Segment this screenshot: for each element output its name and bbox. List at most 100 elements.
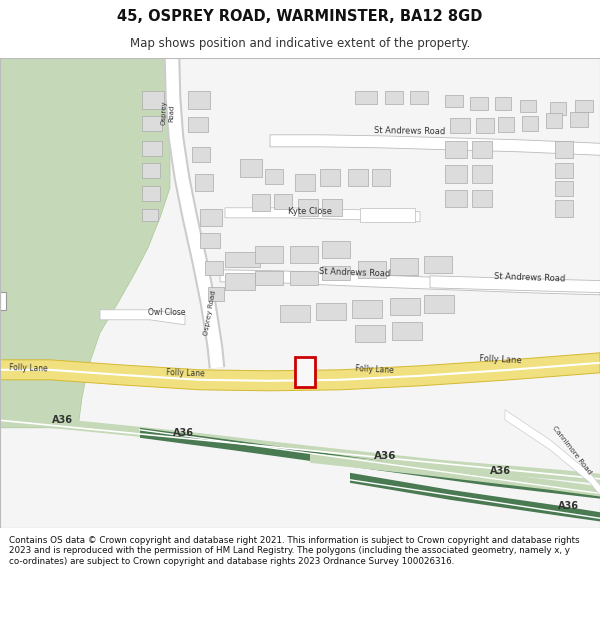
Bar bbox=[355, 325, 385, 342]
Bar bbox=[295, 357, 315, 387]
Bar bbox=[265, 169, 283, 184]
Bar bbox=[495, 98, 511, 110]
Bar bbox=[322, 266, 350, 281]
Bar bbox=[352, 300, 382, 318]
Bar bbox=[575, 100, 593, 112]
Bar bbox=[445, 95, 463, 108]
Polygon shape bbox=[100, 310, 185, 325]
Bar bbox=[252, 194, 270, 211]
Bar bbox=[200, 234, 220, 248]
Text: St Andrews Road: St Andrews Road bbox=[319, 267, 391, 279]
Text: Osprey Road: Osprey Road bbox=[203, 290, 217, 336]
Text: A36: A36 bbox=[173, 428, 193, 438]
Bar bbox=[470, 98, 488, 110]
Bar bbox=[424, 256, 452, 273]
Bar bbox=[445, 141, 467, 158]
Bar bbox=[355, 91, 377, 104]
Text: Cannimore Road: Cannimore Road bbox=[551, 424, 593, 475]
Text: Folly Lane: Folly Lane bbox=[355, 364, 395, 376]
Bar bbox=[360, 208, 415, 222]
Bar bbox=[555, 141, 573, 158]
Bar bbox=[445, 166, 467, 182]
Text: A36: A36 bbox=[52, 415, 73, 425]
Text: Folly Lane: Folly Lane bbox=[479, 354, 521, 366]
Polygon shape bbox=[270, 135, 600, 156]
Bar bbox=[555, 181, 573, 196]
Bar bbox=[570, 112, 588, 127]
Bar bbox=[424, 295, 454, 312]
Bar bbox=[142, 91, 164, 109]
Bar bbox=[390, 298, 420, 315]
Bar bbox=[322, 241, 350, 258]
Polygon shape bbox=[140, 428, 600, 500]
Polygon shape bbox=[225, 208, 420, 222]
Text: A36: A36 bbox=[374, 451, 396, 461]
Bar bbox=[322, 199, 342, 216]
Bar bbox=[225, 273, 255, 291]
Bar bbox=[142, 209, 158, 221]
Bar bbox=[546, 114, 562, 128]
Polygon shape bbox=[430, 276, 600, 292]
Text: Map shows position and indicative extent of the property.: Map shows position and indicative extent… bbox=[130, 37, 470, 49]
Bar bbox=[472, 166, 492, 182]
Polygon shape bbox=[0, 58, 170, 428]
Bar bbox=[320, 169, 340, 186]
Text: Owl Close: Owl Close bbox=[148, 308, 185, 318]
Bar bbox=[550, 102, 566, 115]
Bar bbox=[290, 246, 318, 263]
Bar bbox=[555, 200, 573, 217]
Bar bbox=[142, 116, 162, 131]
Bar bbox=[195, 174, 213, 191]
Bar bbox=[472, 190, 492, 208]
Text: 45, OSPREY ROAD, WARMINSTER, BA12 8GD: 45, OSPREY ROAD, WARMINSTER, BA12 8GD bbox=[118, 9, 482, 24]
Bar bbox=[200, 209, 222, 226]
Polygon shape bbox=[0, 352, 600, 391]
Bar bbox=[290, 271, 318, 286]
Text: Folly Lane: Folly Lane bbox=[166, 368, 205, 378]
Bar bbox=[372, 169, 390, 186]
Text: Contains OS data © Crown copyright and database right 2021. This information is : Contains OS data © Crown copyright and d… bbox=[9, 536, 580, 566]
Bar bbox=[520, 100, 536, 112]
Bar bbox=[348, 169, 368, 186]
Bar bbox=[476, 118, 494, 133]
Text: A36: A36 bbox=[557, 501, 578, 511]
Bar bbox=[240, 159, 262, 176]
Polygon shape bbox=[350, 472, 600, 522]
Text: St Andrews Road: St Andrews Road bbox=[374, 126, 446, 136]
Bar bbox=[555, 163, 573, 177]
Polygon shape bbox=[220, 270, 600, 295]
Text: A36: A36 bbox=[490, 466, 511, 476]
Text: Folly Lane: Folly Lane bbox=[8, 362, 47, 373]
Bar bbox=[298, 199, 318, 216]
Bar bbox=[255, 246, 283, 263]
Polygon shape bbox=[505, 410, 600, 508]
Bar bbox=[188, 91, 210, 109]
Bar bbox=[498, 117, 514, 132]
Bar bbox=[0, 292, 6, 310]
Bar bbox=[142, 186, 160, 201]
Bar bbox=[385, 91, 403, 104]
Bar bbox=[522, 116, 538, 131]
Bar bbox=[205, 261, 223, 276]
Bar bbox=[255, 271, 283, 286]
Bar bbox=[295, 174, 315, 191]
Bar bbox=[358, 261, 386, 278]
Bar bbox=[280, 305, 310, 322]
Text: Osprey
Road: Osprey Road bbox=[161, 101, 175, 125]
Bar bbox=[142, 141, 162, 156]
Bar bbox=[316, 302, 346, 320]
Bar bbox=[410, 91, 428, 104]
Bar bbox=[445, 190, 467, 208]
Bar bbox=[450, 118, 470, 133]
Bar bbox=[390, 258, 418, 276]
Bar bbox=[142, 163, 160, 177]
Text: Kyte Close: Kyte Close bbox=[288, 208, 332, 216]
Bar bbox=[208, 287, 224, 301]
Bar bbox=[188, 117, 208, 132]
Polygon shape bbox=[0, 412, 600, 485]
Bar bbox=[392, 322, 422, 340]
Text: St Andrews Road: St Andrews Road bbox=[494, 272, 566, 284]
Bar bbox=[192, 147, 210, 162]
Bar bbox=[274, 194, 292, 209]
Bar bbox=[225, 252, 260, 267]
